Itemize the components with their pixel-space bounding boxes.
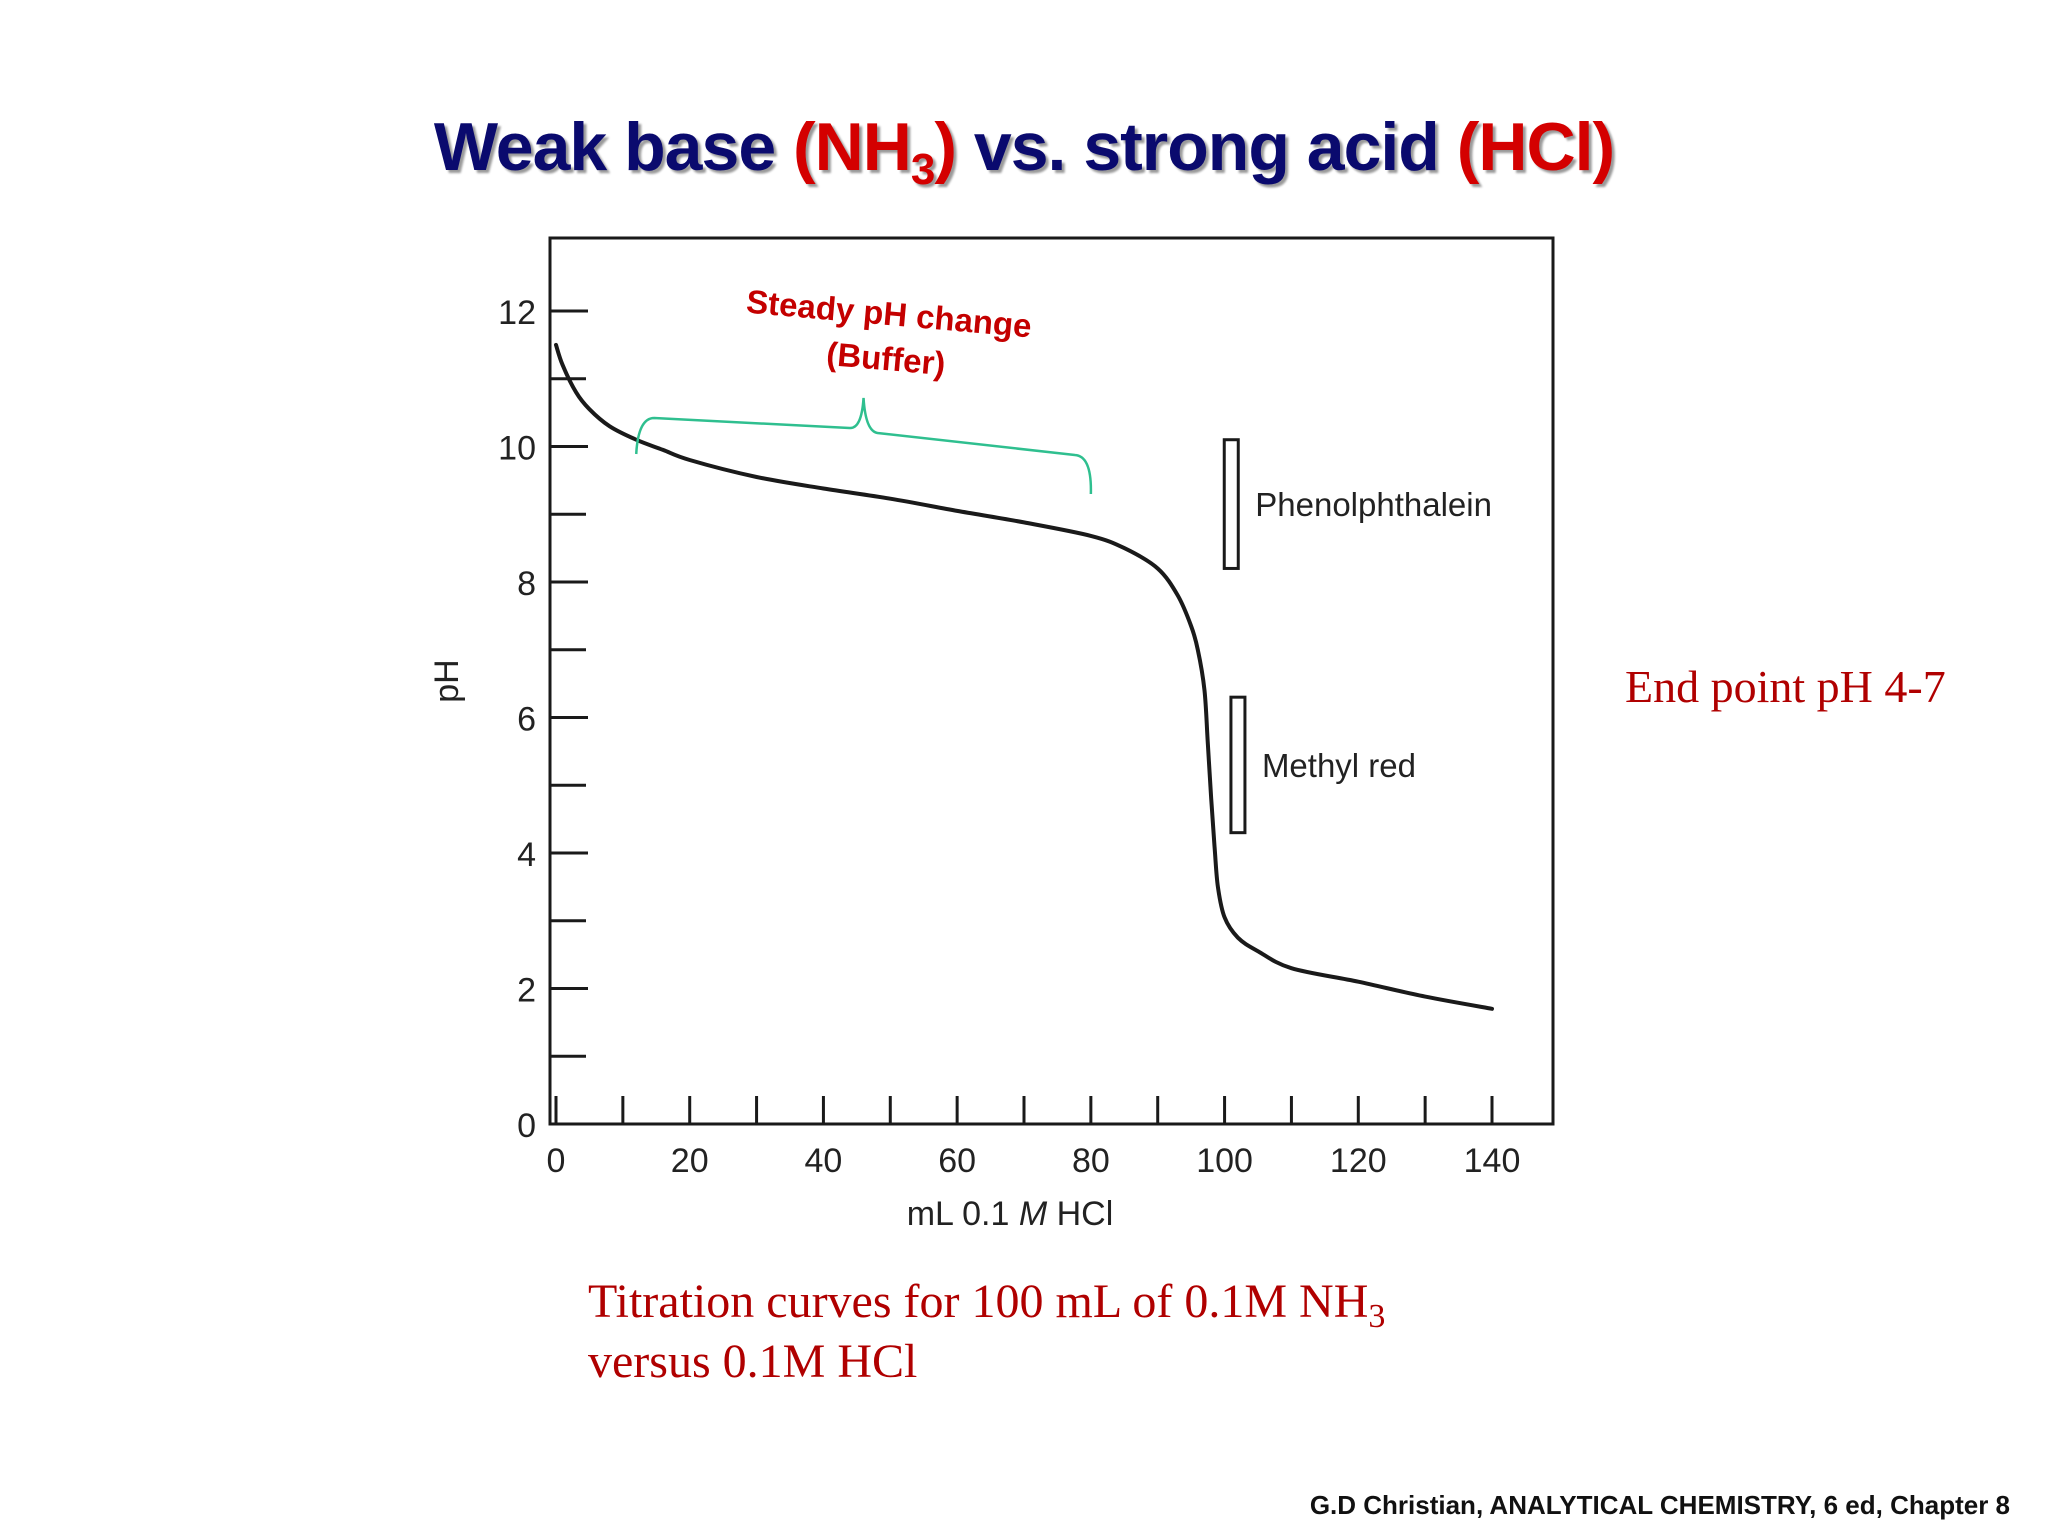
indicator-label: Phenolphthalein <box>1255 486 1492 523</box>
caption-line1: Titration curves for 100 mL of 0.1M NH3 <box>588 1275 1386 1335</box>
x-tick-label: 140 <box>1464 1142 1521 1180</box>
y-tick-label: 4 <box>517 836 536 874</box>
x-tick-label: 20 <box>671 1142 709 1180</box>
x-tick-label: 60 <box>938 1142 976 1180</box>
x-tick-label: 120 <box>1330 1142 1387 1180</box>
x-tick-label: 100 <box>1196 1142 1253 1180</box>
x-tick-label: 80 <box>1072 1142 1110 1180</box>
title-part1: Weak base <box>433 109 794 185</box>
indicator-ranges: Phenolphthalein Methyl red <box>1222 438 1492 835</box>
buffer-bracket <box>634 397 1093 495</box>
title-part2: vs. strong acid <box>956 109 1457 185</box>
figure-caption: Titration curves for 100 mL of 0.1M NH3 … <box>588 1272 1385 1392</box>
y-tick-label: 0 <box>517 1107 536 1145</box>
y-tick-label: 8 <box>517 565 536 603</box>
slide-title: Weak base (NH3) vs. strong acid (HCl) <box>0 108 2048 194</box>
title-acid: (HCl) <box>1456 109 1615 185</box>
buffer-label-line1: Steady pH change <box>745 283 1033 345</box>
x-tick-label: 0 <box>547 1142 566 1180</box>
plot-frame <box>548 236 1555 1126</box>
indicator-bar <box>1229 695 1247 835</box>
caption-line2: versus 0.1M HCl <box>588 1335 918 1388</box>
title-base: (NH3) <box>793 109 957 194</box>
indicator-label: Methyl red <box>1262 747 1416 784</box>
y-tick-label: 10 <box>498 430 536 468</box>
buffer-label-line2: (Buffer) <box>825 335 947 382</box>
y-tick-label: 2 <box>517 972 536 1010</box>
x-tick-label: 40 <box>805 1142 843 1180</box>
indicator-bar <box>1222 438 1240 570</box>
y-tick-label: 12 <box>498 294 536 332</box>
axis-ticks <box>550 309 1494 1126</box>
end-point-note: End point pH 4-7 <box>1625 661 1946 712</box>
y-tick-label: 6 <box>517 701 536 739</box>
titration-curve <box>554 342 1494 1011</box>
citation: G.D Christian, ANALYTICAL CHEMISTRY, 6 e… <box>1309 1490 2010 1520</box>
x-axis-label: mL 0.1 M HCl <box>907 1195 1114 1233</box>
y-axis-label: pH <box>428 659 466 702</box>
